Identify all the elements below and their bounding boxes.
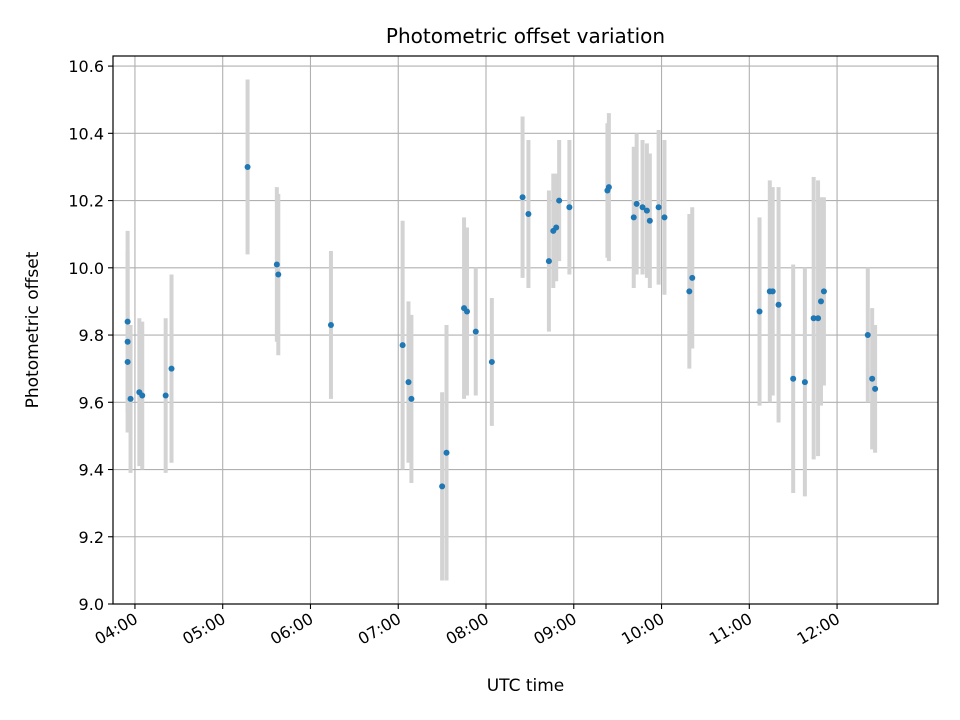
data-point bbox=[633, 200, 640, 207]
chart-title: Photometric offset variation bbox=[386, 24, 665, 48]
data-point bbox=[689, 274, 696, 281]
data-point bbox=[124, 358, 131, 365]
data-point bbox=[639, 204, 646, 211]
data-point bbox=[775, 301, 782, 308]
data-point bbox=[769, 288, 776, 295]
data-point bbox=[553, 224, 560, 231]
data-point bbox=[815, 315, 822, 322]
x-axis-title: UTC time bbox=[487, 676, 565, 696]
data-point bbox=[817, 298, 824, 305]
data-point bbox=[756, 308, 763, 315]
data-point bbox=[545, 258, 552, 265]
data-point bbox=[655, 204, 662, 211]
data-point bbox=[139, 392, 146, 399]
data-point bbox=[525, 211, 532, 218]
data-point bbox=[124, 338, 131, 345]
data-point bbox=[463, 308, 470, 315]
data-point bbox=[327, 321, 334, 328]
data-point bbox=[661, 214, 668, 221]
y-axis-title: Photometric offset bbox=[23, 251, 43, 408]
y-tick-label: 10.6 bbox=[68, 57, 104, 76]
data-point bbox=[864, 332, 871, 339]
data-point bbox=[810, 315, 817, 322]
y-tick-label: 9.2 bbox=[79, 528, 104, 547]
data-point bbox=[869, 375, 876, 382]
data-point bbox=[127, 395, 134, 402]
data-points bbox=[124, 163, 879, 490]
data-point bbox=[790, 375, 797, 382]
data-point bbox=[646, 217, 653, 224]
y-tick-label: 9.8 bbox=[79, 326, 104, 345]
data-point bbox=[566, 204, 573, 211]
data-point bbox=[439, 483, 446, 490]
plot-frame bbox=[112, 55, 939, 605]
data-point bbox=[408, 395, 415, 402]
y-tick-label: 10.4 bbox=[68, 124, 104, 143]
data-point bbox=[273, 261, 280, 268]
data-point bbox=[275, 271, 282, 278]
data-point bbox=[556, 197, 563, 204]
data-point bbox=[162, 392, 169, 399]
y-tick-label: 9.4 bbox=[79, 461, 104, 480]
data-point bbox=[244, 163, 251, 170]
data-point bbox=[443, 449, 450, 456]
data-point bbox=[686, 288, 693, 295]
data-point bbox=[820, 288, 827, 295]
data-point bbox=[643, 207, 650, 214]
data-point bbox=[488, 358, 495, 365]
y-tick-label: 9.6 bbox=[79, 393, 104, 412]
data-point bbox=[630, 214, 637, 221]
y-tick-label: 10.2 bbox=[68, 192, 104, 211]
data-point bbox=[124, 318, 131, 325]
data-point bbox=[519, 194, 526, 201]
data-point bbox=[472, 328, 479, 335]
y-tick-label: 9.0 bbox=[79, 595, 104, 614]
data-point bbox=[405, 379, 412, 386]
data-point bbox=[168, 365, 175, 372]
data-point bbox=[399, 342, 406, 349]
y-tick-label: 10.0 bbox=[68, 259, 104, 278]
data-point bbox=[872, 385, 879, 392]
data-point bbox=[605, 184, 612, 191]
data-point bbox=[801, 379, 808, 386]
